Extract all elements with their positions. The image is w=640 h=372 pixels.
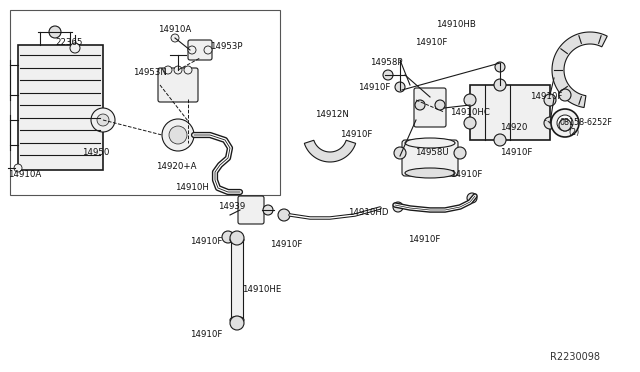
FancyBboxPatch shape [18,45,103,170]
Text: (2): (2) [568,128,579,137]
Ellipse shape [405,168,455,178]
Circle shape [164,66,172,74]
Circle shape [394,147,406,159]
Circle shape [230,231,244,245]
Text: 14939: 14939 [218,202,245,211]
Text: 14910HB: 14910HB [436,20,476,29]
Text: 14910F: 14910F [190,237,222,246]
Text: 14910H: 14910H [175,183,209,192]
Circle shape [467,193,477,203]
Circle shape [97,114,109,126]
FancyBboxPatch shape [402,140,458,176]
Text: 14912N: 14912N [315,110,349,119]
Text: 14910HC: 14910HC [450,108,490,117]
Text: 14953P: 14953P [210,42,243,51]
Text: 14910F: 14910F [270,240,302,249]
Circle shape [464,117,476,129]
Circle shape [383,70,393,80]
FancyBboxPatch shape [188,40,212,60]
Text: 14910HD: 14910HD [348,208,388,217]
Text: 08158-6252F: 08158-6252F [560,118,613,127]
Circle shape [188,46,196,54]
Bar [231,240,243,320]
Ellipse shape [230,317,244,324]
Circle shape [204,46,212,54]
Text: 14958U: 14958U [415,148,449,157]
Circle shape [184,66,192,74]
Text: 22365: 22365 [55,38,83,47]
Polygon shape [552,32,607,108]
Text: 14920: 14920 [500,123,527,132]
Text: 14920+A: 14920+A [156,162,196,171]
Circle shape [91,108,115,132]
Text: 14910HE: 14910HE [242,285,282,294]
Circle shape [557,115,573,131]
Circle shape [278,209,290,221]
Text: 14910F: 14910F [358,83,390,92]
Ellipse shape [230,237,244,244]
Text: 14910F: 14910F [500,148,532,157]
Circle shape [544,117,556,129]
Circle shape [14,164,22,172]
Ellipse shape [405,138,455,148]
Circle shape [494,134,506,146]
Circle shape [70,43,80,53]
FancyBboxPatch shape [414,88,446,127]
Circle shape [415,100,425,110]
Circle shape [559,119,571,131]
Circle shape [263,205,273,215]
Circle shape [230,316,244,330]
Circle shape [393,202,403,212]
Text: 14910F: 14910F [190,330,222,339]
FancyBboxPatch shape [158,68,198,102]
Circle shape [222,231,234,243]
Text: 14953N: 14953N [133,68,167,77]
Circle shape [454,147,466,159]
Circle shape [559,89,571,101]
Circle shape [49,26,61,38]
FancyBboxPatch shape [238,196,264,224]
Text: 14910A: 14910A [158,25,191,34]
Bar [10,10,280,195]
Circle shape [171,34,179,42]
Text: 14958P: 14958P [370,58,403,67]
Polygon shape [305,140,356,162]
Circle shape [495,62,505,72]
Circle shape [464,94,476,106]
Text: 14910F: 14910F [450,170,483,179]
Circle shape [395,82,405,92]
Text: 14910F: 14910F [408,235,440,244]
Text: 14910F: 14910F [340,130,372,139]
Text: 14910F: 14910F [415,38,447,47]
Circle shape [544,94,556,106]
Circle shape [174,66,182,74]
Circle shape [494,79,506,91]
Circle shape [169,126,187,144]
Text: R2230098: R2230098 [550,352,600,362]
Text: 14910F: 14910F [530,92,563,101]
Circle shape [435,100,445,110]
Circle shape [551,109,579,137]
Text: 14910A: 14910A [8,170,41,179]
Text: 14950: 14950 [82,148,109,157]
Circle shape [162,119,194,151]
FancyBboxPatch shape [470,85,550,140]
